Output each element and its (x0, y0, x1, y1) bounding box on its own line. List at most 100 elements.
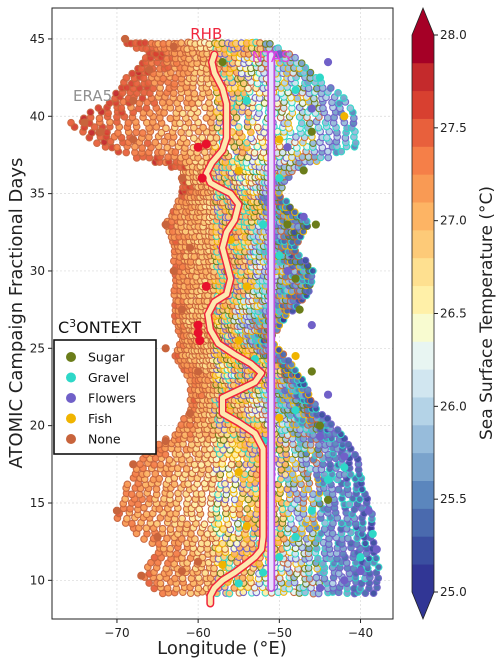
category-point-gravel (291, 532, 300, 542)
sst-point (331, 440, 340, 448)
category-point-none (129, 96, 138, 105)
rhb-highlight-point (195, 336, 205, 346)
category-point-none (137, 571, 146, 580)
sst-point (305, 574, 314, 583)
category-point-none (161, 220, 170, 229)
rhb-highlight-point (197, 173, 207, 183)
sst-point (319, 560, 327, 568)
sst-point (163, 584, 172, 593)
colorbar-segment (412, 424, 434, 454)
sst-point (318, 410, 326, 419)
sst-point (303, 386, 312, 395)
category-point-sugar (323, 495, 333, 504)
category-point-flowers (283, 143, 292, 152)
sst-point (369, 589, 378, 598)
sst-point (166, 114, 175, 123)
sst-point (216, 569, 225, 578)
category-point-sugar (307, 127, 316, 136)
sst-point (86, 108, 95, 117)
sst-point (152, 485, 161, 493)
category-point-gravel (356, 553, 365, 562)
sst-point (204, 558, 213, 567)
sst-point (210, 564, 218, 573)
category-point-none (169, 266, 178, 276)
x-tick-label: −70 (104, 626, 129, 640)
category-point-none (112, 506, 122, 515)
legend-marker-gravel (66, 372, 76, 383)
sst-point (142, 524, 151, 533)
sst-point (374, 563, 383, 572)
legend-marker-fish (66, 413, 76, 424)
sst-point (145, 579, 154, 587)
sst-point (335, 99, 343, 108)
category-point-none (129, 135, 138, 144)
sst-point (151, 469, 160, 478)
category-point-flowers (307, 104, 316, 113)
sst-point (112, 89, 120, 98)
category-point-gravel (275, 251, 284, 260)
sst-point (172, 549, 181, 558)
y-tick-label: 20 (30, 419, 45, 433)
sst-point (190, 89, 199, 98)
category-point-flowers (299, 212, 308, 221)
colorbar-tick-label: 28.0 (440, 28, 467, 42)
colorbar-tick-label: 25.5 (440, 492, 467, 506)
sst-point (166, 525, 175, 533)
sst-point (123, 480, 132, 489)
sst-point (275, 446, 284, 454)
sst-point (183, 520, 191, 529)
category-point-none (194, 367, 203, 376)
sst-point (201, 569, 209, 577)
sst-point (177, 39, 186, 47)
sst-point (297, 59, 306, 68)
legend-label-sugar: Sugar (88, 350, 125, 365)
annotation-rhb: RHB (190, 25, 222, 43)
category-point-none (177, 305, 187, 314)
category-point-flowers (356, 566, 365, 576)
sst-point (333, 426, 342, 434)
sst-point (279, 350, 288, 359)
y-tick-label: 15 (30, 496, 45, 510)
colorbar-tick-label: 26.0 (440, 399, 467, 413)
category-point-gravel (291, 406, 300, 415)
legend-label-gravel: Gravel (88, 370, 129, 385)
colorbar-label: Sea Surface Temperature (°C) (477, 186, 497, 440)
sst-point (278, 505, 287, 513)
sst-point (166, 490, 174, 499)
sst-point (94, 104, 103, 112)
category-point-fish (242, 522, 251, 531)
x-ticks: −70 −60 −50 −40 (104, 619, 373, 640)
sst-point (128, 69, 137, 78)
category-point-gravel (275, 174, 284, 183)
colorbar-segment (412, 257, 434, 287)
category-point-sugar (291, 274, 300, 283)
sst-point (214, 520, 223, 528)
category-point-none (161, 344, 170, 353)
sst-point (284, 357, 293, 365)
sst-point (284, 560, 292, 568)
category-point-none (145, 65, 154, 74)
sst-point (288, 455, 297, 464)
legend-label-flowers: Flowers (88, 391, 136, 406)
category-point-fish (234, 336, 243, 345)
category-point-none (177, 174, 187, 183)
sst-point (153, 519, 161, 528)
category-point-gravel (323, 475, 333, 484)
colorbar-segment (412, 480, 434, 509)
sst-point (282, 197, 291, 206)
sst-point (312, 573, 321, 582)
y-tick-label: 40 (30, 109, 45, 123)
sst-point (284, 119, 292, 128)
colorbar-segment (412, 564, 434, 593)
sst-point (117, 104, 126, 112)
legend-marker-flowers (66, 393, 76, 403)
category-point-sugar (311, 220, 320, 229)
sst-point (179, 548, 188, 557)
sst-point (200, 520, 209, 529)
sst-point (177, 535, 186, 543)
sst-point (244, 495, 253, 504)
sst-point (194, 584, 203, 593)
sst-point (151, 138, 160, 147)
colorbar: 25.0 25.5 26.0 26.5 27.0 27.5 28.0 (411, 6, 467, 621)
category-point-flowers (315, 432, 325, 441)
